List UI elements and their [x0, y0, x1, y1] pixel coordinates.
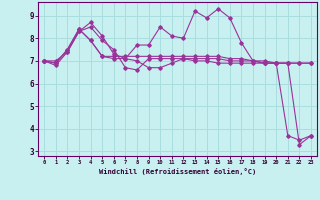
X-axis label: Windchill (Refroidissement éolien,°C): Windchill (Refroidissement éolien,°C)	[99, 168, 256, 175]
